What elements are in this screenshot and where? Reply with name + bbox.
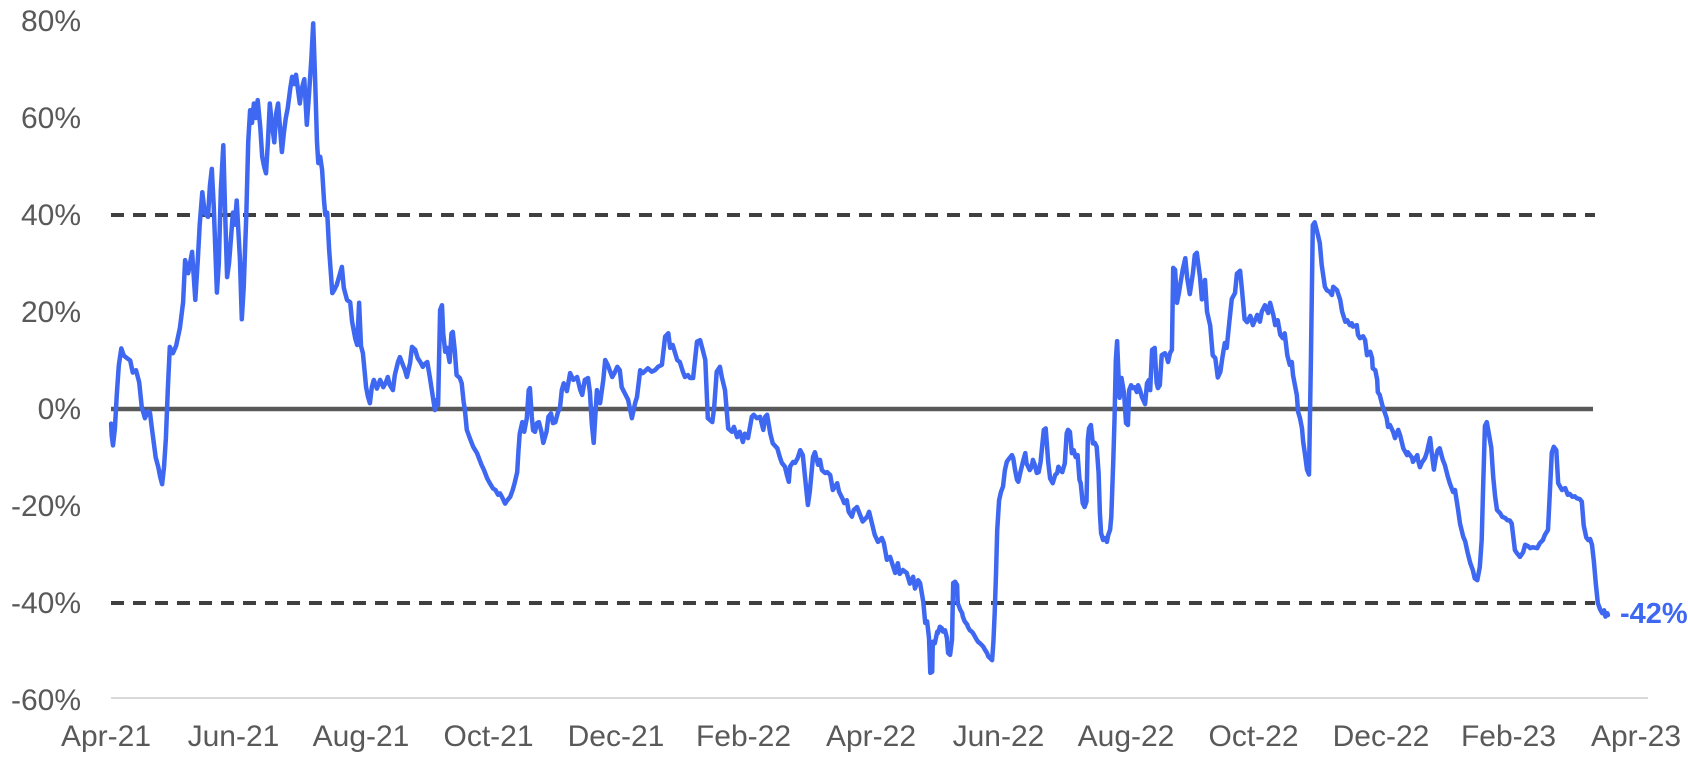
y-axis-label: 40%: [21, 199, 81, 232]
x-axis-label: Feb-23: [1461, 720, 1556, 753]
x-axis-label: Dec-22: [1333, 720, 1430, 753]
y-axis-label: 0%: [38, 393, 81, 426]
axis-labels-layer: 80% 60% 40% 20% 0% -20% -40% -60%Apr-21 Jun-21 Au…: [11, 5, 1681, 753]
end-value-label: -42%: [1620, 598, 1688, 630]
y-axis-label: 20%: [21, 296, 81, 329]
series-line: [108, 21, 1611, 676]
x-axis-label: Jun-21: [188, 720, 280, 753]
x-axis-label: Dec-21: [568, 720, 665, 753]
x-axis-label: Aug-21: [313, 720, 410, 753]
y-axis-label: 60%: [21, 102, 81, 135]
x-axis-label: Oct-21: [443, 720, 533, 753]
x-axis-label: Apr-21: [61, 720, 151, 753]
x-axis-label: Apr-22: [826, 720, 916, 753]
x-axis-label: Aug-22: [1078, 720, 1175, 753]
y-axis-label: 80%: [21, 5, 81, 38]
y-axis-label: -20%: [11, 490, 81, 523]
y-axis-label: -40%: [11, 587, 81, 620]
x-axis-label: Jun-22: [953, 720, 1045, 753]
x-axis-label: Apr-23: [1591, 720, 1681, 753]
x-axis-label: Oct-22: [1208, 720, 1298, 753]
series-layer: [108, 21, 1611, 676]
y-axis-label: -60%: [11, 684, 81, 717]
gridlines-layer: [111, 213, 1648, 699]
x-axis-label: Feb-22: [696, 720, 791, 753]
